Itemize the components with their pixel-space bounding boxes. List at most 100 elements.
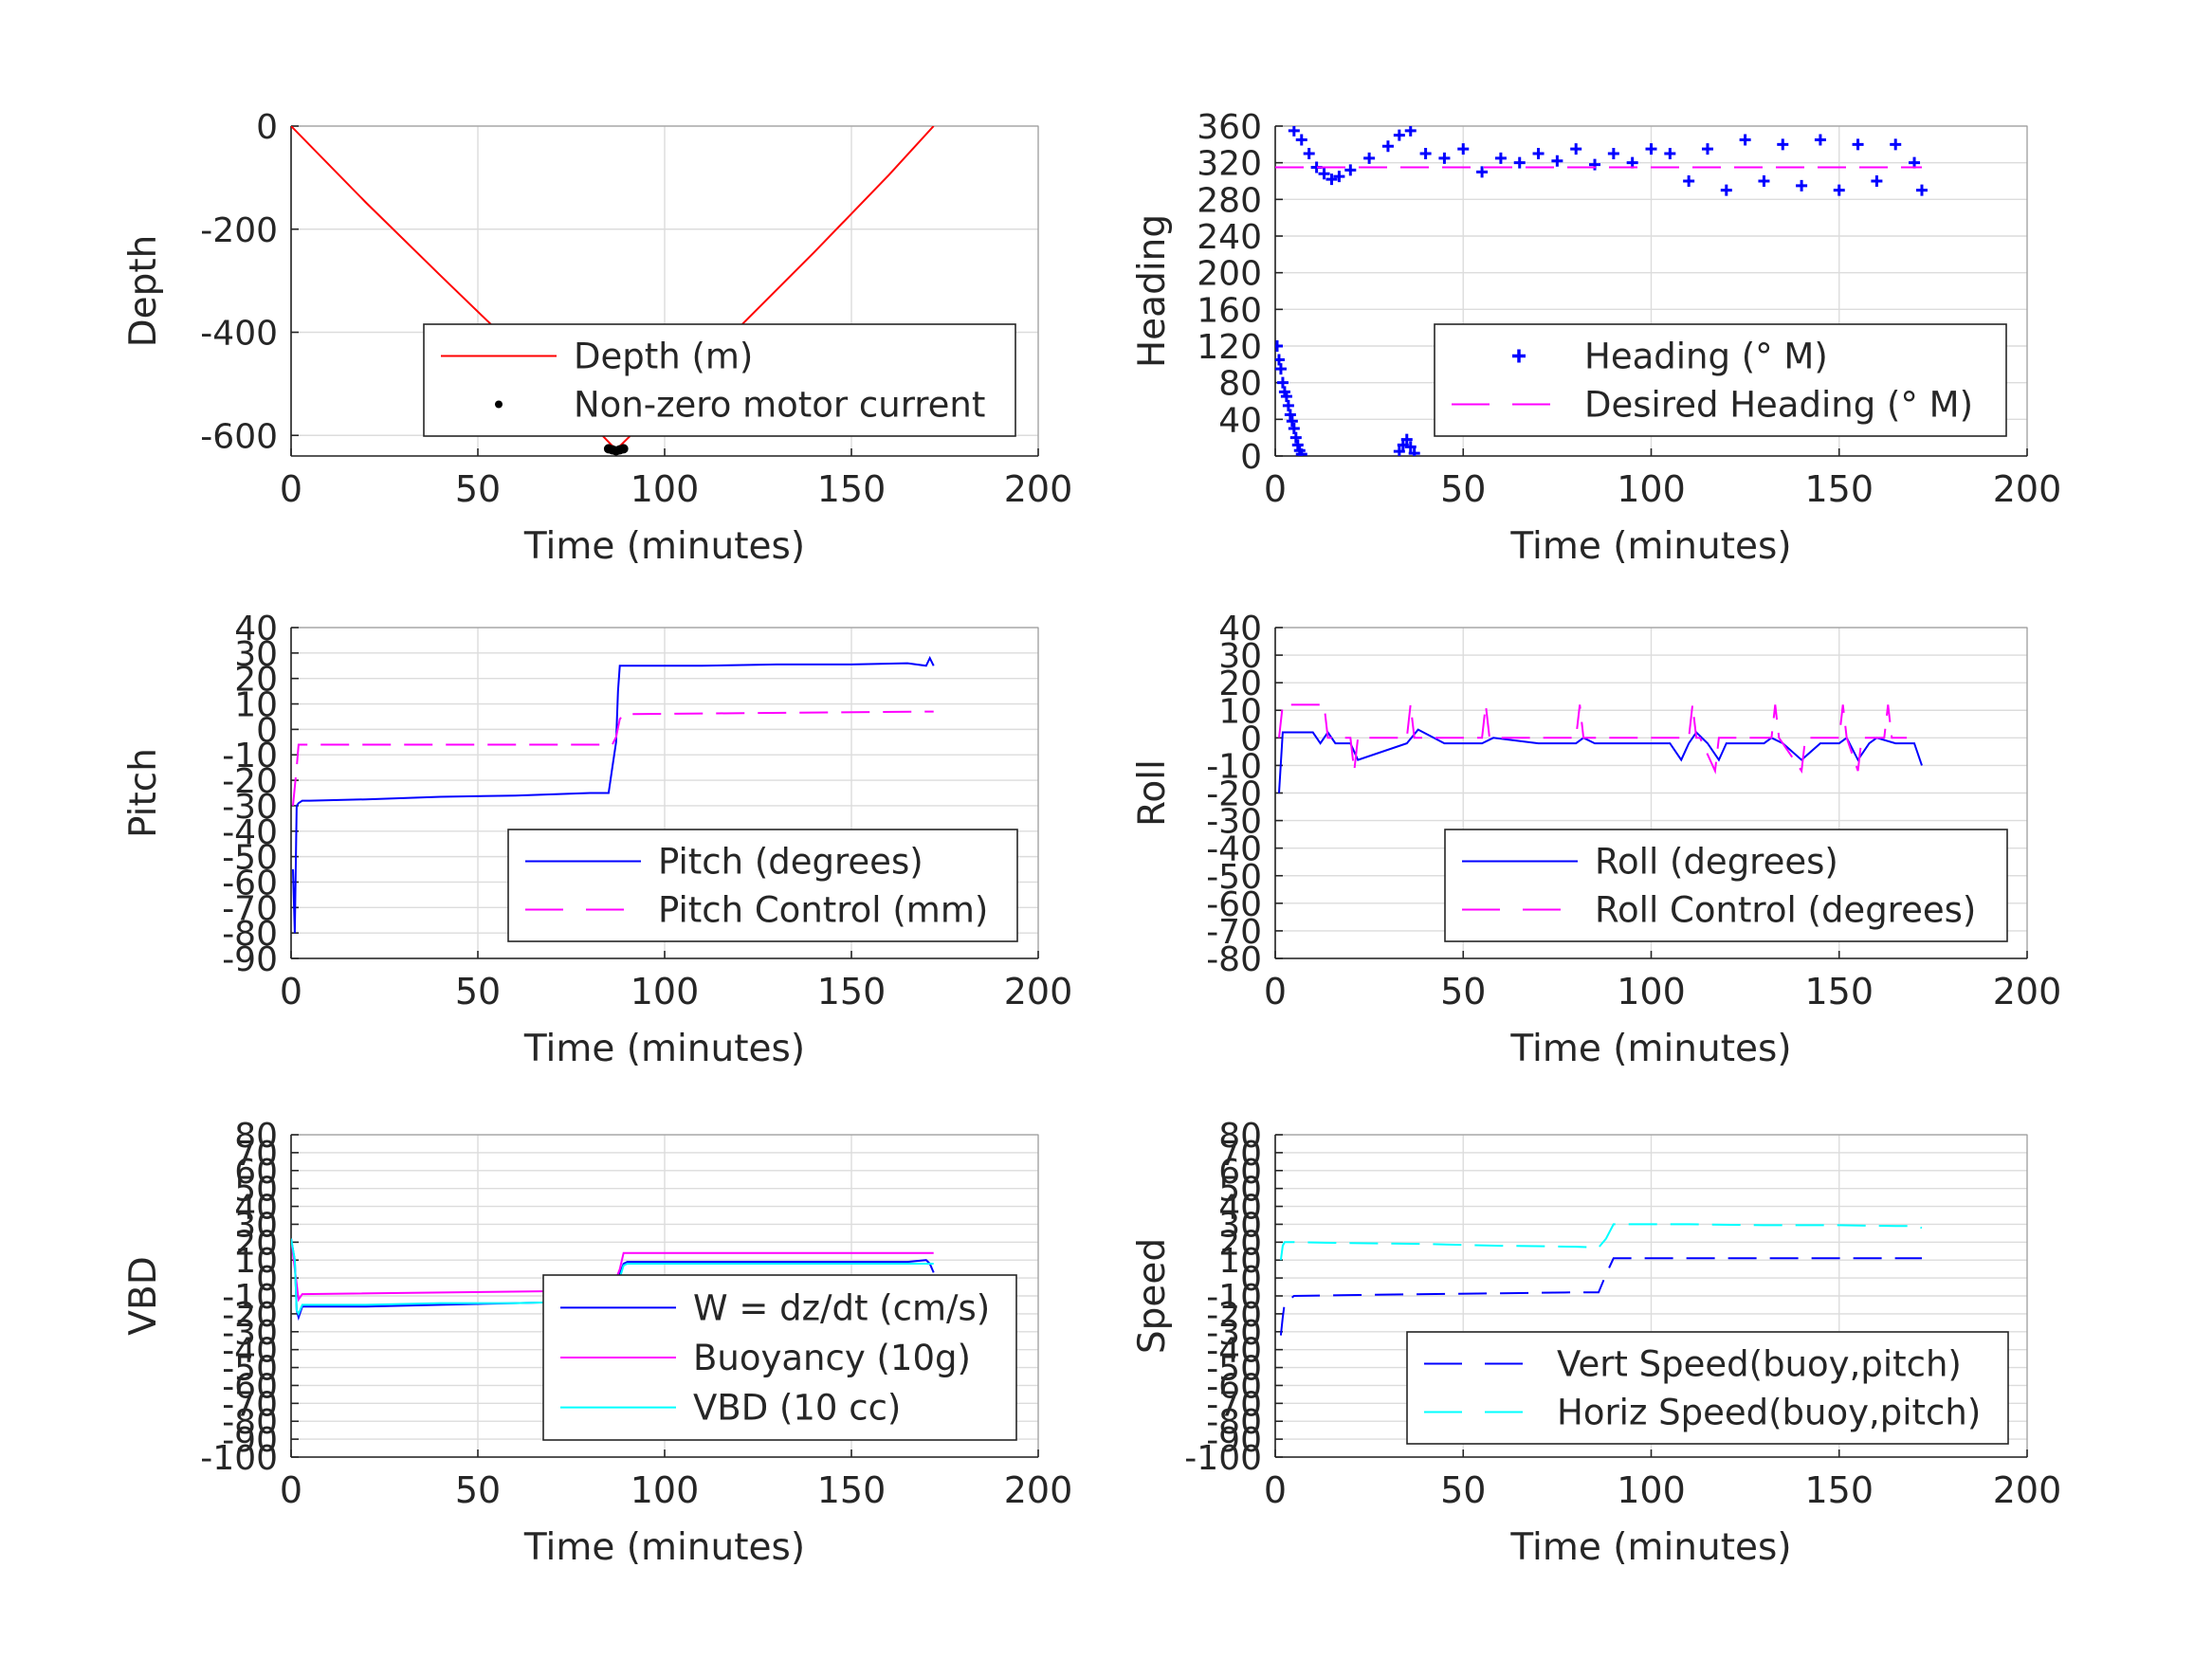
y-tick-label: 10 xyxy=(1218,1242,1262,1281)
y-tick-label: -50 xyxy=(1206,1350,1262,1389)
x-tick-label: 50 xyxy=(1440,971,1486,1012)
y-axis-label: Pitch xyxy=(122,748,165,838)
y-tick-label: 160 xyxy=(1197,291,1262,330)
y-tick-label: 360 xyxy=(1197,108,1262,147)
y-tick-label: -90 xyxy=(222,940,278,979)
legend: W = dz/dt (cm/s) Buoyancy (10g) VBD (10 cc… xyxy=(542,1274,1017,1441)
series-line-1 xyxy=(292,655,935,934)
y-tick-label: 60 xyxy=(234,1153,278,1192)
legend-box xyxy=(423,323,1016,437)
y-axis-label: Roll xyxy=(1131,759,1174,827)
heading-point xyxy=(1381,140,1394,153)
y-axis-label: Depth xyxy=(122,235,165,348)
subplot-1: 0 50 100 150 200 0 -200 -400 -600 Time (minutes) D… xyxy=(122,108,1072,568)
legend-label: Buoyancy (10g) xyxy=(693,1338,971,1378)
y-tick-label: -50 xyxy=(222,839,278,878)
series-line-1 xyxy=(1279,1257,1922,1336)
heading-point xyxy=(1289,431,1302,444)
heading-point xyxy=(1288,423,1300,434)
x-tick-label: 200 xyxy=(1993,971,2062,1012)
heading-point xyxy=(1318,168,1330,180)
heading-point xyxy=(1303,148,1315,159)
heading-point xyxy=(1419,148,1432,159)
x-axis-label: Time (minutes) xyxy=(523,1028,805,1070)
x-tick-label: 100 xyxy=(631,1469,700,1511)
legend-marker xyxy=(1512,349,1526,363)
y-tick-label: 40 xyxy=(1218,610,1262,648)
y-tick-label: -90 xyxy=(1206,1421,1262,1460)
y-tick-label: -10 xyxy=(222,1278,278,1317)
x-tick-label: 150 xyxy=(1804,468,1874,510)
heading-point xyxy=(1871,175,1883,187)
heading-point xyxy=(1276,376,1289,389)
x-tick-label: 50 xyxy=(1440,468,1486,510)
heading-point xyxy=(1852,138,1864,151)
legend-label: Pitch (degrees) xyxy=(658,842,923,883)
y-tick-label: -30 xyxy=(222,788,278,827)
x-tick-label: 0 xyxy=(280,468,302,510)
x-axis-label: Time (minutes) xyxy=(1509,1526,1791,1569)
legend-label: Heading (° M) xyxy=(1584,337,1828,377)
legend-label: Non-zero motor current xyxy=(574,385,985,426)
heading-point xyxy=(1890,138,1902,151)
y-tick-label: -60 xyxy=(222,864,278,902)
heading-point xyxy=(1325,173,1338,186)
y-tick-label: -70 xyxy=(222,1385,278,1424)
y-tick-label: 10 xyxy=(1218,692,1262,731)
heading-point xyxy=(1291,439,1304,451)
heading-point xyxy=(1607,148,1619,159)
heading-point xyxy=(1333,171,1345,183)
y-tick-label: -600 xyxy=(200,417,278,456)
y-tick-label: -60 xyxy=(222,1367,278,1406)
series-line-2 xyxy=(1279,1223,1923,1261)
legend-label: Depth (m) xyxy=(574,337,753,377)
y-tick-label: -90 xyxy=(222,1421,278,1460)
heading-point xyxy=(1476,166,1489,178)
x-tick-label: 200 xyxy=(1004,971,1073,1012)
y-tick-label: 0 xyxy=(1240,1260,1262,1299)
heading-point xyxy=(1796,179,1808,191)
heading-point xyxy=(1393,129,1405,141)
x-tick-label: 0 xyxy=(280,1469,302,1511)
subplot-3: 0 50 100 150 200403020100-10-20-30-40-50-60-… xyxy=(122,610,1072,1070)
y-tick-label: 30 xyxy=(1218,637,1262,676)
y-tick-label: 280 xyxy=(1197,181,1262,220)
y-tick-label: 240 xyxy=(1197,218,1262,257)
y-tick-label: -70 xyxy=(1206,1385,1262,1424)
heading-point xyxy=(1400,433,1413,446)
legend-label: Roll (degrees) xyxy=(1595,842,1838,883)
y-tick-label: 40 xyxy=(1218,401,1262,440)
y-tick-label: 10 xyxy=(234,1242,278,1281)
x-tick-label: 200 xyxy=(1993,468,2062,510)
legend-label: Horiz Speed(buoy,pitch) xyxy=(1557,1393,1981,1433)
heading-point xyxy=(1457,143,1470,155)
y-tick-label: 0 xyxy=(1240,720,1262,758)
heading-point xyxy=(1284,409,1296,421)
series-line-2 xyxy=(292,710,934,806)
y-tick-label: -30 xyxy=(1206,1314,1262,1353)
y-tick-label: 30 xyxy=(1218,1206,1262,1245)
y-tick-label: -70 xyxy=(1206,913,1262,952)
y-tick-label: 70 xyxy=(1218,1135,1262,1174)
y-tick-label: 120 xyxy=(1197,328,1262,367)
series-group xyxy=(1279,1223,1923,1336)
y-tick-label: 40 xyxy=(1218,1189,1262,1228)
x-tick-label: 100 xyxy=(1617,468,1686,510)
y-tick-label: 40 xyxy=(234,1189,278,1228)
x-axis-label: Time (minutes) xyxy=(1509,525,1791,568)
y-tick-label: 0 xyxy=(1240,438,1262,477)
heading-point xyxy=(1288,126,1300,137)
x-tick-label: 150 xyxy=(817,971,887,1012)
heading-point xyxy=(1532,148,1545,159)
x-tick-label: 50 xyxy=(1440,1469,1486,1511)
heading-point xyxy=(1833,184,1845,196)
y-tick-label: -80 xyxy=(222,1403,278,1442)
y-tick-label: 40 xyxy=(234,610,278,648)
heading-point xyxy=(1275,354,1285,366)
legend-label: Roll Control (degrees) xyxy=(1595,890,1976,931)
y-tick-label: 0 xyxy=(256,1260,278,1299)
heading-point xyxy=(1344,164,1357,176)
x-tick-label: 50 xyxy=(455,468,501,510)
y-tick-label: 0 xyxy=(256,711,278,750)
legend: Vert Speed(buoy,pitch) Horiz Speed(buoy,p… xyxy=(1406,1331,2009,1445)
